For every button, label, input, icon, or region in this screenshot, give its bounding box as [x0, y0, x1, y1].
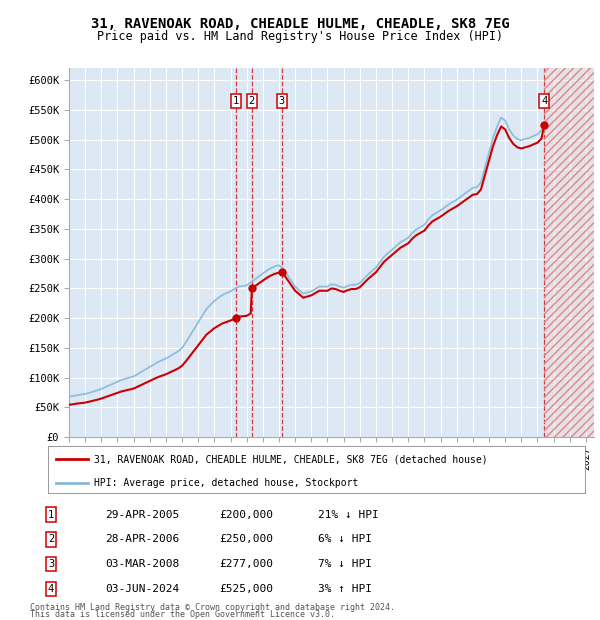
Text: £200,000: £200,000 — [219, 510, 273, 520]
Bar — [544, 68, 594, 437]
Text: 29-APR-2005: 29-APR-2005 — [105, 510, 179, 520]
Text: 7% ↓ HPI: 7% ↓ HPI — [318, 559, 372, 569]
Text: Price paid vs. HM Land Registry's House Price Index (HPI): Price paid vs. HM Land Registry's House … — [97, 30, 503, 43]
Text: 2: 2 — [249, 96, 255, 106]
Text: 03-MAR-2008: 03-MAR-2008 — [105, 559, 179, 569]
Text: 31, RAVENOAK ROAD, CHEADLE HULME, CHEADLE, SK8 7EG (detached house): 31, RAVENOAK ROAD, CHEADLE HULME, CHEADL… — [94, 454, 487, 464]
Text: 3: 3 — [278, 96, 285, 106]
Text: 2: 2 — [48, 534, 54, 544]
Text: 31, RAVENOAK ROAD, CHEADLE HULME, CHEADLE, SK8 7EG: 31, RAVENOAK ROAD, CHEADLE HULME, CHEADL… — [91, 17, 509, 32]
Text: £277,000: £277,000 — [219, 559, 273, 569]
Bar — [544, 68, 594, 437]
Text: 3: 3 — [48, 559, 54, 569]
Text: 6% ↓ HPI: 6% ↓ HPI — [318, 534, 372, 544]
Text: 1: 1 — [48, 510, 54, 520]
Text: 21% ↓ HPI: 21% ↓ HPI — [318, 510, 379, 520]
Text: 4: 4 — [48, 584, 54, 594]
Text: Contains HM Land Registry data © Crown copyright and database right 2024.: Contains HM Land Registry data © Crown c… — [30, 603, 395, 612]
Bar — [544, 68, 594, 437]
Text: 1: 1 — [233, 96, 239, 106]
Text: £250,000: £250,000 — [219, 534, 273, 544]
Text: HPI: Average price, detached house, Stockport: HPI: Average price, detached house, Stoc… — [94, 477, 358, 488]
Text: £525,000: £525,000 — [219, 584, 273, 594]
Text: This data is licensed under the Open Government Licence v3.0.: This data is licensed under the Open Gov… — [30, 610, 335, 619]
Text: 28-APR-2006: 28-APR-2006 — [105, 534, 179, 544]
Text: 03-JUN-2024: 03-JUN-2024 — [105, 584, 179, 594]
Text: 4: 4 — [541, 96, 547, 106]
Text: 3% ↑ HPI: 3% ↑ HPI — [318, 584, 372, 594]
